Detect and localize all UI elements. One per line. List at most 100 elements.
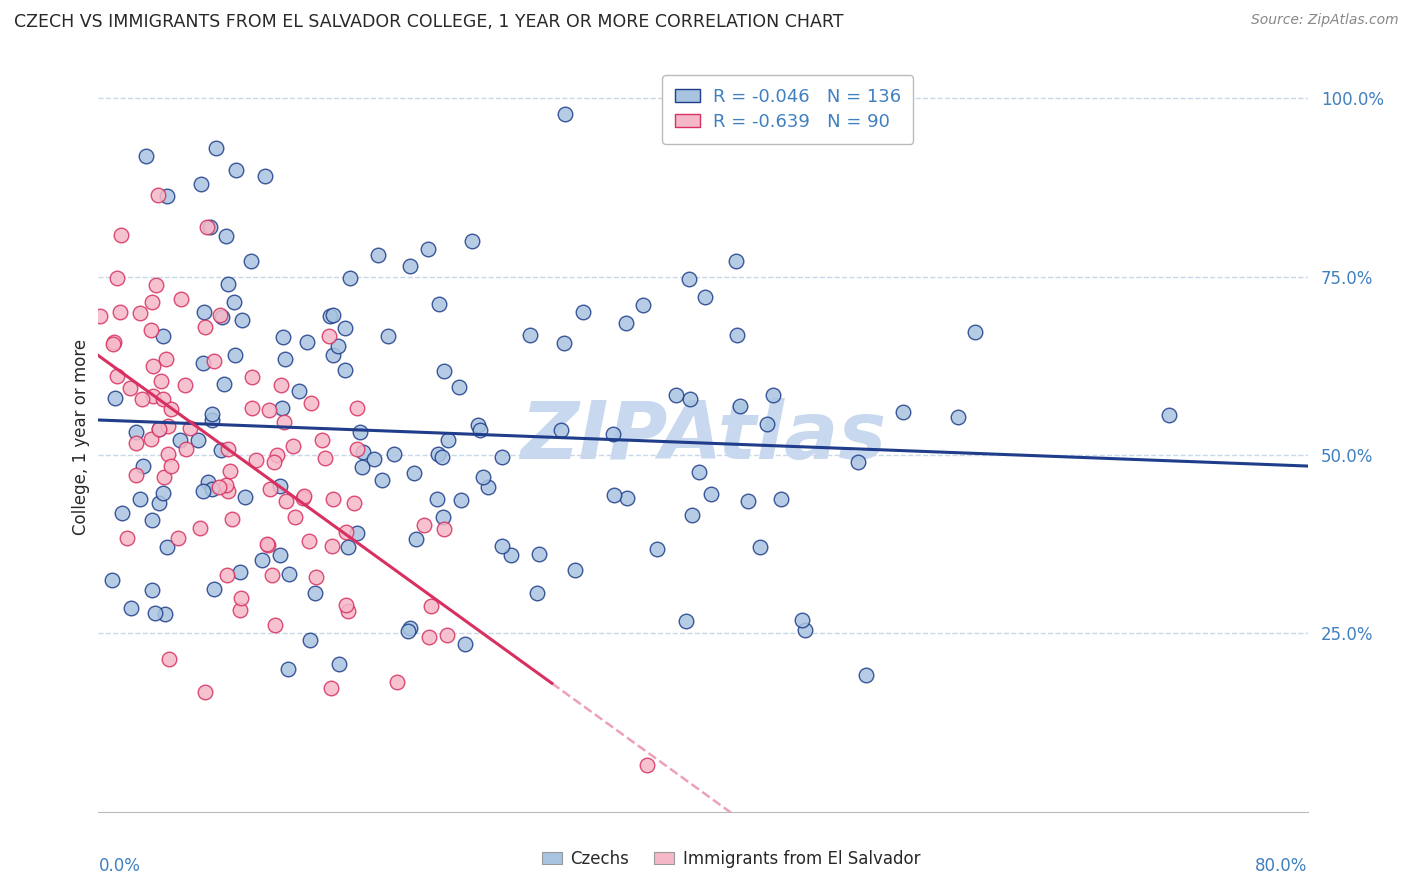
Point: [157, 652, 180, 666]
Point: [284, 510, 307, 524]
Point: [399, 260, 422, 274]
Point: [948, 410, 970, 425]
Point: [353, 445, 375, 459]
Point: [179, 421, 201, 435]
Point: [276, 493, 298, 508]
Point: [160, 459, 183, 474]
Point: [420, 599, 443, 614]
Point: [215, 228, 238, 243]
Point: [405, 532, 427, 546]
Point: [139, 323, 162, 337]
Point: [399, 621, 422, 635]
Point: [450, 493, 472, 508]
Point: [342, 496, 364, 510]
Point: [427, 447, 450, 461]
Point: [148, 496, 170, 510]
Point: [728, 399, 751, 413]
Point: [217, 277, 239, 292]
Point: [281, 439, 304, 453]
Point: [645, 542, 668, 557]
Point: [665, 388, 688, 402]
Point: [404, 466, 426, 480]
Point: [105, 271, 128, 285]
Point: [152, 486, 174, 500]
Point: [335, 320, 357, 334]
Point: [762, 388, 785, 402]
Point: [152, 392, 174, 406]
Point: [769, 491, 792, 506]
Point: [212, 376, 235, 391]
Point: [855, 668, 877, 682]
Point: [191, 484, 214, 499]
Point: [229, 603, 252, 617]
Point: [335, 525, 357, 540]
Point: [190, 177, 212, 191]
Point: [277, 661, 299, 675]
Point: [304, 586, 326, 600]
Point: [170, 292, 193, 306]
Point: [129, 492, 152, 507]
Point: [152, 329, 174, 343]
Point: [278, 567, 301, 582]
Point: [209, 443, 232, 458]
Point: [120, 381, 142, 395]
Point: [156, 540, 179, 554]
Point: [418, 630, 440, 644]
Point: [678, 392, 700, 406]
Point: [273, 351, 295, 366]
Point: [269, 478, 291, 492]
Point: [678, 272, 700, 286]
Point: [204, 141, 226, 155]
Point: [197, 475, 219, 490]
Point: [550, 423, 572, 437]
Point: [218, 483, 240, 498]
Point: [259, 482, 281, 496]
Point: [299, 633, 322, 648]
Point: [111, 507, 134, 521]
Point: [217, 442, 239, 457]
Point: [319, 681, 342, 696]
Point: [125, 467, 148, 482]
Point: [194, 685, 217, 699]
Point: [328, 339, 350, 353]
Point: [385, 675, 408, 690]
Point: [208, 308, 231, 322]
Point: [350, 460, 373, 475]
Point: [292, 489, 315, 503]
Point: [245, 452, 267, 467]
Point: [160, 401, 183, 416]
Point: [318, 329, 340, 343]
Point: [1159, 408, 1181, 422]
Point: [675, 614, 697, 628]
Point: [202, 354, 225, 368]
Y-axis label: College, 1 year or more: College, 1 year or more: [72, 339, 90, 535]
Point: [173, 378, 195, 392]
Point: [155, 351, 177, 366]
Point: [491, 450, 513, 464]
Point: [755, 417, 778, 431]
Point: [142, 359, 165, 373]
Point: [194, 320, 217, 334]
Point: [142, 389, 165, 403]
Point: [104, 391, 127, 405]
Point: [145, 606, 167, 620]
Point: [263, 618, 285, 632]
Point: [149, 374, 172, 388]
Text: Source: ZipAtlas.com: Source: ZipAtlas.com: [1251, 13, 1399, 28]
Point: [602, 427, 624, 442]
Point: [153, 607, 176, 621]
Point: [337, 604, 360, 618]
Point: [846, 454, 869, 468]
Point: [240, 370, 263, 384]
Point: [737, 494, 759, 508]
Point: [195, 219, 218, 234]
Point: [477, 479, 499, 493]
Point: [146, 188, 169, 202]
Point: [367, 248, 389, 262]
Point: [295, 335, 318, 350]
Point: [156, 446, 179, 460]
Point: [129, 306, 152, 320]
Point: [215, 567, 238, 582]
Point: [101, 337, 124, 351]
Point: [166, 531, 188, 545]
